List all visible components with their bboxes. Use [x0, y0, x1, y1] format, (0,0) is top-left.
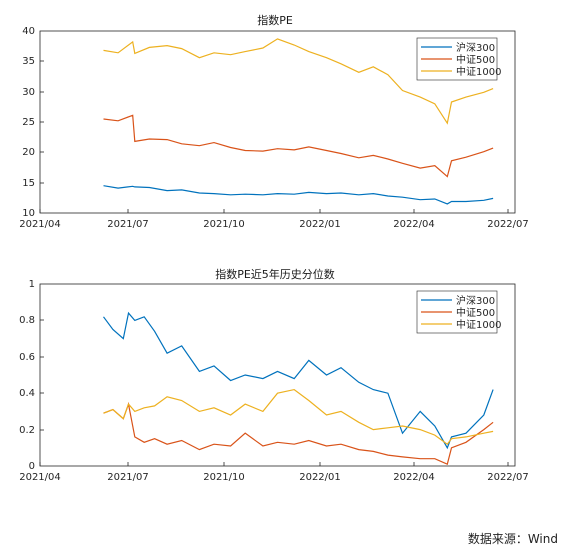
pct-series-zz500-line — [103, 401, 494, 466]
pct-legend-label-zz1000: 中证1000 — [456, 318, 501, 331]
pe-percentile-xtick: 2022/01 — [299, 472, 341, 483]
pe-percentile-xtick: 2021/04 — [19, 472, 61, 483]
pe-chart-legend: 沪深300 中证500 中证1000 — [416, 37, 501, 81]
pe-chart-ytick: 20 — [22, 147, 35, 158]
pe-chart-ytick: 30 — [22, 87, 35, 98]
pe-chart-ytick: 40 — [22, 26, 35, 37]
pe-percentile-chart: 指数PE近5年历史分位数 0 0.2 0.4 0.6 0.8 1 2021/04… — [19, 267, 529, 483]
pe-legend-label-zz1000: 中证1000 — [456, 65, 501, 78]
pe-chart-xtick: 2022/01 — [299, 219, 341, 230]
pe-percentile-xticks: 2021/04 2021/07 2021/10 2022/01 2022/04 … — [19, 472, 529, 483]
pe-percentile-ytick: 0 — [29, 461, 35, 472]
pct-series-hs300-line — [103, 311, 494, 450]
pe-legend-label-zz500: 中证500 — [456, 53, 495, 66]
pe-chart-xticks: 2021/04 2021/07 2021/10 2022/01 2022/04 … — [19, 219, 529, 230]
pct-legend-label-hs300: 沪深300 — [456, 294, 495, 307]
pct-series-zz1000-line — [103, 388, 494, 446]
pe-percentile-yticks: 0 0.2 0.4 0.6 0.8 1 — [19, 279, 35, 472]
pe-chart-ytick: 15 — [22, 178, 35, 189]
pe-series-zz1000-line — [103, 38, 494, 125]
pe-percentile-chart-title: 指数PE近5年历史分位数 — [215, 267, 335, 281]
pe-percentile-tickmarks — [39, 319, 509, 466]
pe-chart-title: 指数PE — [257, 13, 293, 27]
pe-percentile-ytick: 0.8 — [19, 315, 35, 326]
pe-percentile-xtick: 2022/04 — [393, 472, 435, 483]
pe-chart-tickmarks — [39, 60, 509, 213]
pct-legend-label-zz500: 中证500 — [456, 306, 495, 319]
pe-series-hs300-line — [103, 185, 494, 205]
pe-chart-ytick: 35 — [22, 56, 35, 67]
pe-percentile-ytick: 0.4 — [19, 388, 35, 399]
pe-percentile-series-group — [103, 311, 494, 466]
pe-chart-yticks: 10 15 20 25 30 35 40 — [22, 26, 35, 219]
pe-chart-series-group — [103, 38, 494, 205]
pe-percentile-ytick: 0.6 — [19, 352, 35, 363]
pe-percentile-ytick: 0.2 — [19, 425, 35, 436]
pe-percentile-axes-box — [39, 283, 516, 467]
pe-percentile-legend: 沪深300 中证500 中证1000 — [416, 290, 501, 334]
pe-chart-ytick: 25 — [22, 117, 35, 128]
pe-chart-xtick: 2022/04 — [393, 219, 435, 230]
pe-percentile-xtick: 2022/07 — [487, 472, 529, 483]
pe-legend-label-hs300: 沪深300 — [456, 41, 495, 54]
pe-chart-xtick: 2021/04 — [19, 219, 61, 230]
pe-chart-ytick: 10 — [22, 208, 35, 219]
data-source-note: 数据来源：Wind — [467, 532, 558, 546]
pe-chart-xtick: 2021/07 — [107, 219, 149, 230]
pe-chart: 指数PE 10 15 20 25 30 35 40 2021/04 2021/0… — [19, 13, 529, 230]
pe-chart-xtick: 2022/07 — [487, 219, 529, 230]
pe-percentile-xtick: 2021/10 — [203, 472, 245, 483]
pe-percentile-ytick: 1 — [29, 279, 35, 290]
pe-percentile-xtick: 2021/07 — [107, 472, 149, 483]
pe-series-zz500-line — [103, 114, 494, 178]
pe-chart-xtick: 2021/10 — [203, 219, 245, 230]
